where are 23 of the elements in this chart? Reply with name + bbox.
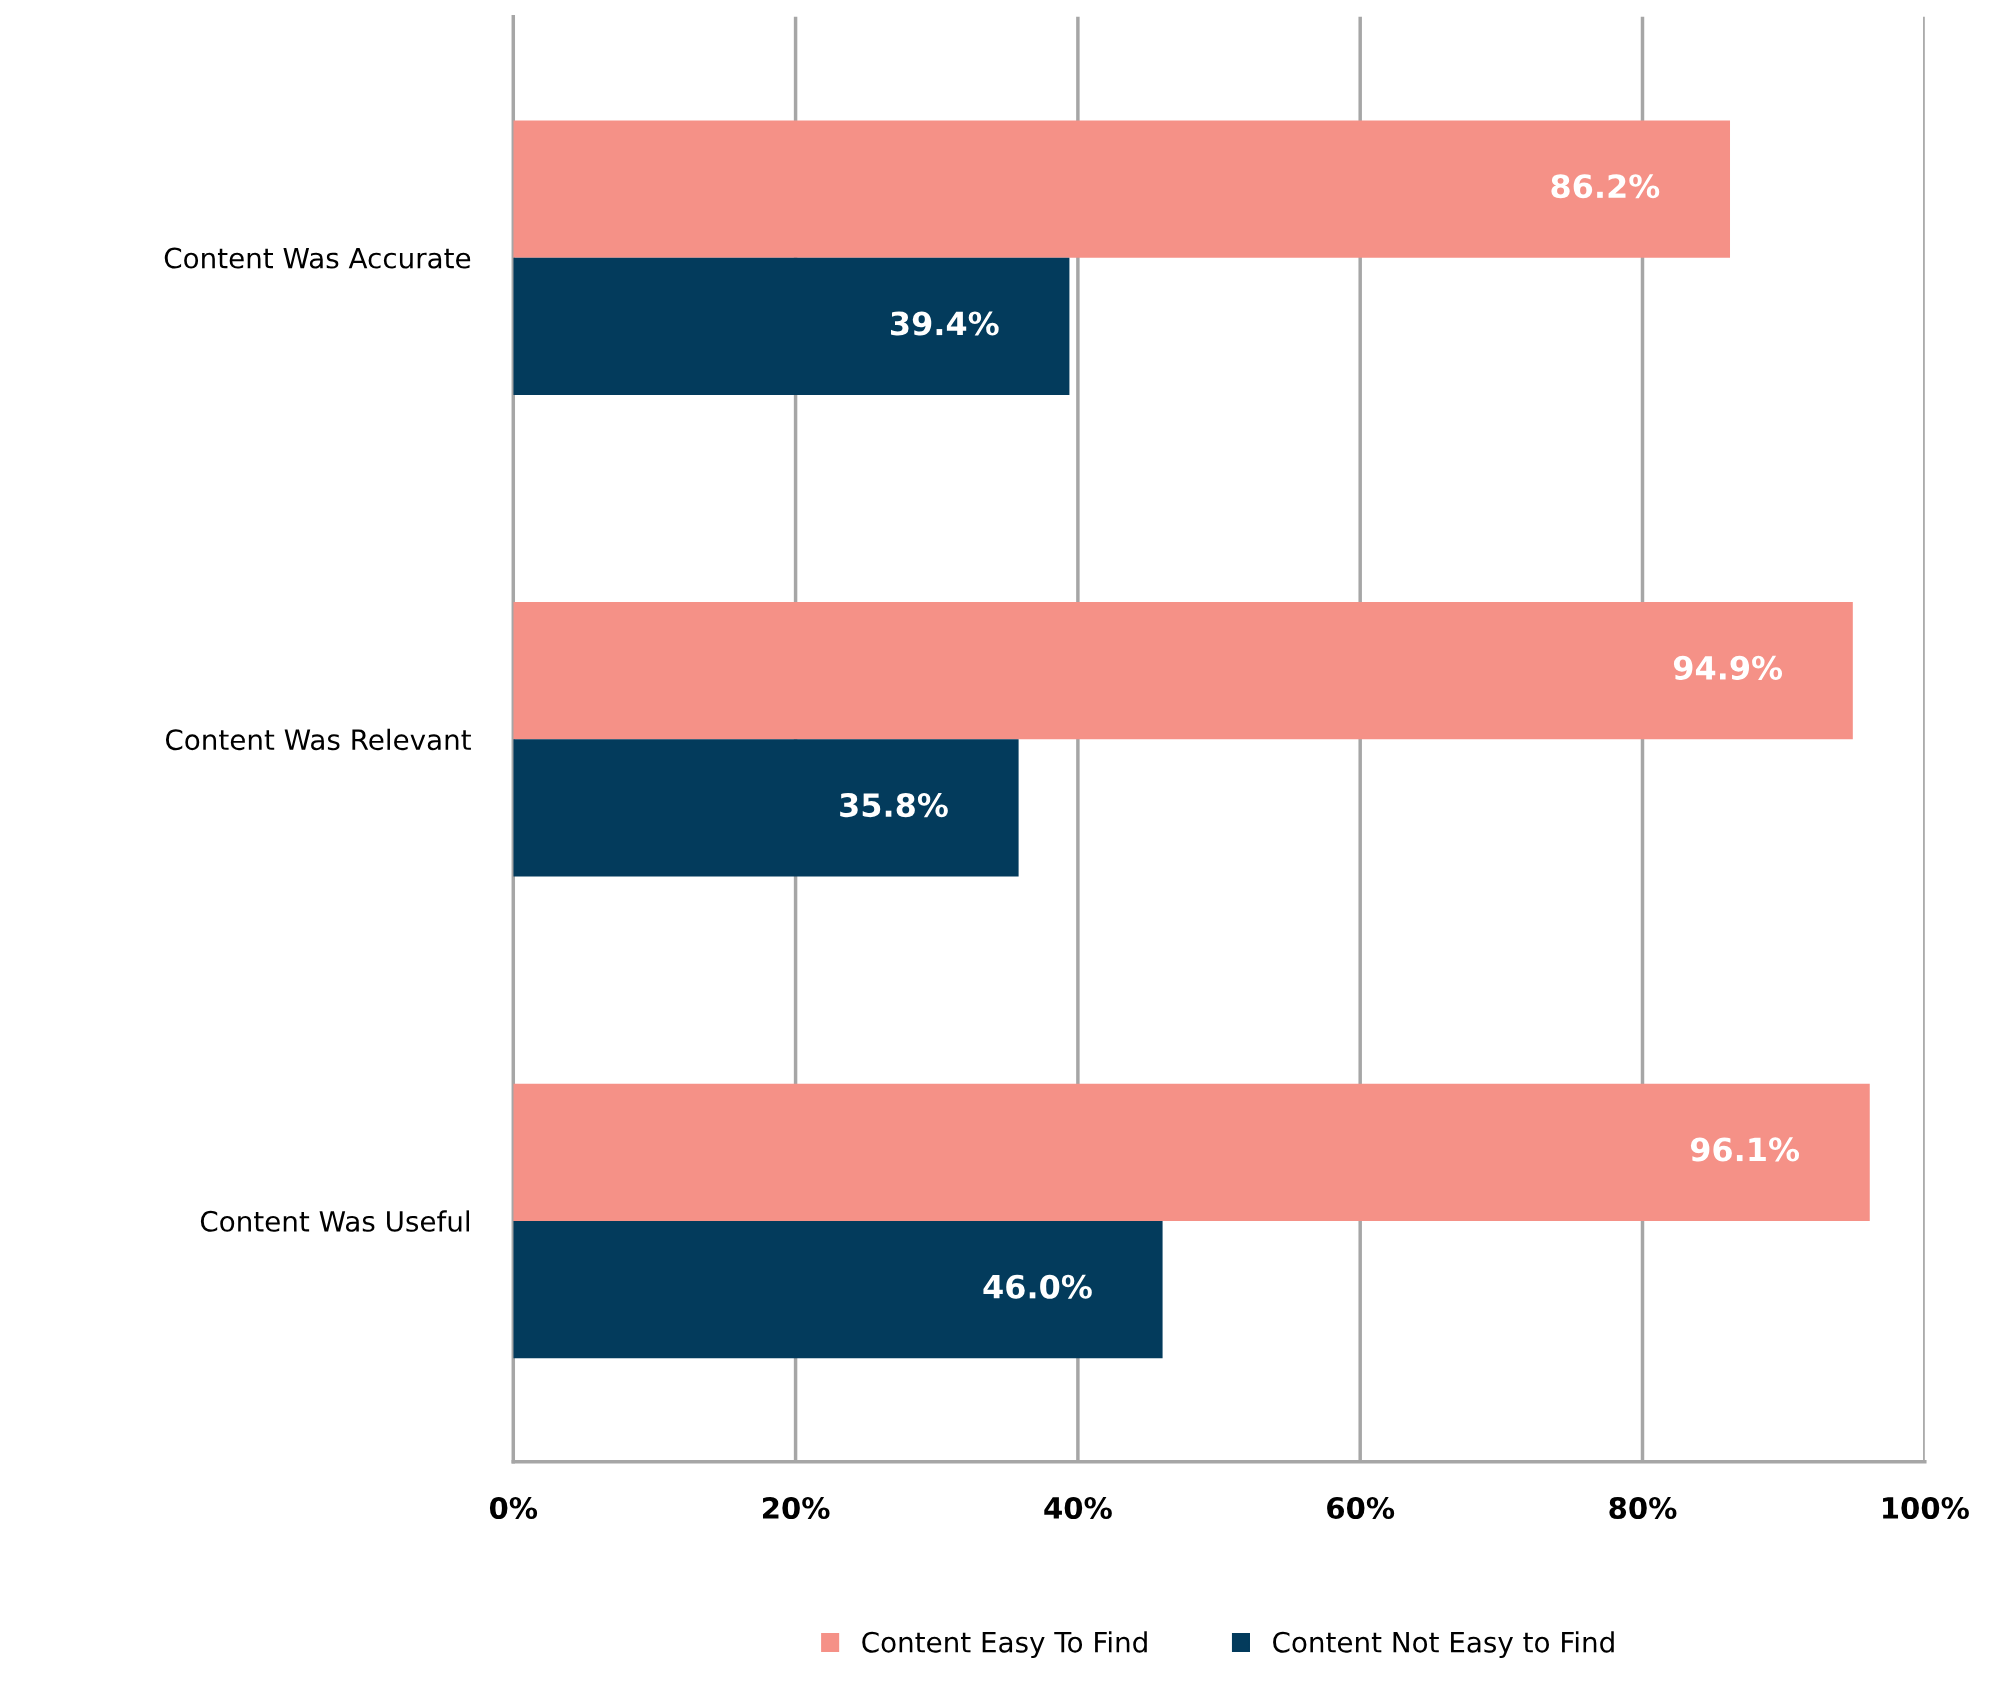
x-tick-label: 80% xyxy=(1609,1496,1677,1520)
data-label: 96.1% xyxy=(1690,1137,1799,1162)
bar xyxy=(513,1083,1870,1221)
data-label: 86.2% xyxy=(1551,174,1660,199)
x-tick-label: 20% xyxy=(762,1496,830,1520)
data-label: 46.0% xyxy=(983,1274,1092,1299)
x-tick-label: 60% xyxy=(1327,1496,1395,1520)
bar xyxy=(513,739,1019,877)
x-tick-label: 0% xyxy=(489,1496,538,1520)
bar xyxy=(513,1220,1163,1359)
data-label: 35.8% xyxy=(840,793,948,818)
bar xyxy=(513,257,1070,395)
x-tick-label: 100% xyxy=(1883,1496,1969,1520)
x-tick-label: 40% xyxy=(1044,1496,1112,1520)
data-label: 39.4% xyxy=(891,311,999,336)
y-tick-label: Content Was Relevant xyxy=(165,728,471,751)
y-tick-label: Content Was Accurate xyxy=(164,247,471,269)
data-label: 94.9% xyxy=(1673,655,1783,680)
bar xyxy=(513,602,1853,740)
y-tick-label: Content Was Useful xyxy=(200,1210,470,1232)
bar xyxy=(513,120,1731,258)
legend-label: Content Easy To Find xyxy=(862,1631,1147,1659)
legend-label: Content Not Easy to Find xyxy=(1273,1631,1614,1659)
